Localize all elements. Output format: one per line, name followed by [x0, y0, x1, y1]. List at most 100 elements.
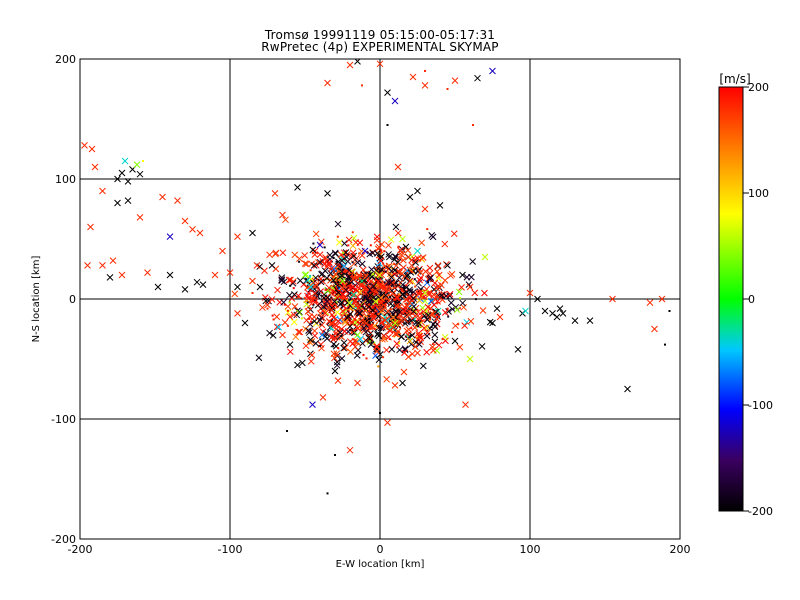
- data-point: [323, 246, 326, 249]
- data-point: [310, 320, 313, 323]
- data-point: [417, 325, 420, 328]
- data-point: [433, 268, 441, 275]
- data-point: [646, 299, 654, 306]
- data-point: [311, 251, 319, 258]
- data-point: [323, 263, 331, 270]
- data-point: [466, 355, 474, 363]
- data-point: [323, 298, 331, 305]
- data-point: [322, 254, 329, 261]
- data-point: [144, 269, 151, 276]
- data-point: [346, 61, 354, 69]
- data-point: [290, 311, 298, 319]
- data-point: [199, 281, 207, 288]
- data-point: [295, 292, 302, 300]
- data-point: [359, 340, 366, 347]
- data-point: [381, 323, 389, 331]
- data-point: [417, 269, 424, 276]
- data-point: [385, 333, 392, 341]
- data-point: [394, 282, 402, 290]
- data-point: [402, 296, 410, 303]
- data-point: [351, 261, 354, 264]
- data-point: [441, 338, 444, 341]
- data-point: [345, 236, 353, 244]
- data-point: [323, 274, 331, 282]
- data-point: [409, 334, 412, 337]
- data-point: [249, 277, 256, 285]
- data-point: [316, 258, 324, 266]
- data-point: [294, 184, 301, 191]
- data-point: [471, 289, 479, 297]
- data-point: [348, 253, 356, 260]
- data-point: [328, 304, 336, 312]
- data-point: [340, 306, 343, 309]
- plot-frame: [79, 58, 681, 540]
- data-point: [339, 307, 347, 315]
- data-point: [294, 361, 301, 369]
- data-points: [81, 59, 671, 495]
- data-point: [417, 274, 425, 282]
- data-point: [459, 297, 462, 300]
- data-point: [317, 278, 325, 286]
- data-point: [403, 286, 406, 289]
- data-point: [124, 197, 132, 204]
- data-point: [351, 297, 359, 305]
- data-point: [286, 324, 289, 327]
- data-point: [349, 249, 357, 257]
- data-point: [434, 313, 442, 321]
- data-point: [121, 157, 129, 165]
- data-point: [382, 292, 390, 299]
- data-point: [309, 274, 312, 277]
- data-point: [396, 255, 404, 262]
- x-tick-label: 200: [670, 543, 691, 556]
- data-point: [410, 288, 417, 296]
- data-point: [402, 243, 410, 251]
- data-point: [383, 375, 391, 383]
- data-point: [388, 325, 391, 328]
- data-point: [290, 318, 298, 326]
- x-tick-label: 0: [377, 543, 384, 556]
- data-point: [295, 328, 302, 336]
- data-point: [374, 313, 382, 320]
- data-point: [421, 292, 424, 295]
- data-point: [273, 313, 281, 321]
- data-point: [331, 298, 338, 305]
- data-point: [414, 285, 417, 288]
- data-point: [339, 291, 347, 298]
- data-point: [467, 317, 475, 325]
- data-point: [234, 310, 241, 317]
- data-point: [391, 319, 399, 327]
- data-point: [255, 354, 263, 362]
- data-point: [392, 314, 399, 321]
- data-point: [370, 341, 373, 344]
- data-point: [405, 253, 412, 261]
- data-point: [286, 341, 294, 348]
- data-point: [291, 303, 299, 310]
- data-point: [262, 297, 270, 305]
- data-point: [301, 271, 309, 279]
- data-point: [311, 289, 319, 297]
- data-point: [366, 334, 374, 341]
- data-point: [106, 274, 114, 281]
- data-point: [419, 254, 427, 261]
- y-tick-label: 200: [55, 53, 76, 66]
- data-point: [399, 281, 407, 289]
- data-point: [419, 362, 427, 370]
- data-point: [340, 303, 343, 306]
- data-point: [433, 284, 441, 292]
- data-point: [430, 326, 433, 329]
- data-point: [311, 298, 319, 306]
- data-point: [381, 301, 384, 304]
- data-point: [305, 327, 312, 335]
- data-point: [396, 274, 403, 282]
- data-point: [372, 298, 379, 305]
- data-point: [346, 310, 354, 318]
- data-point: [357, 304, 360, 307]
- data-point: [418, 239, 426, 247]
- data-point: [367, 290, 370, 293]
- data-point: [658, 295, 666, 303]
- data-point: [234, 233, 241, 240]
- data-point: [296, 255, 303, 263]
- data-point: [305, 299, 308, 302]
- data-point: [380, 291, 383, 294]
- data-point: [114, 199, 121, 207]
